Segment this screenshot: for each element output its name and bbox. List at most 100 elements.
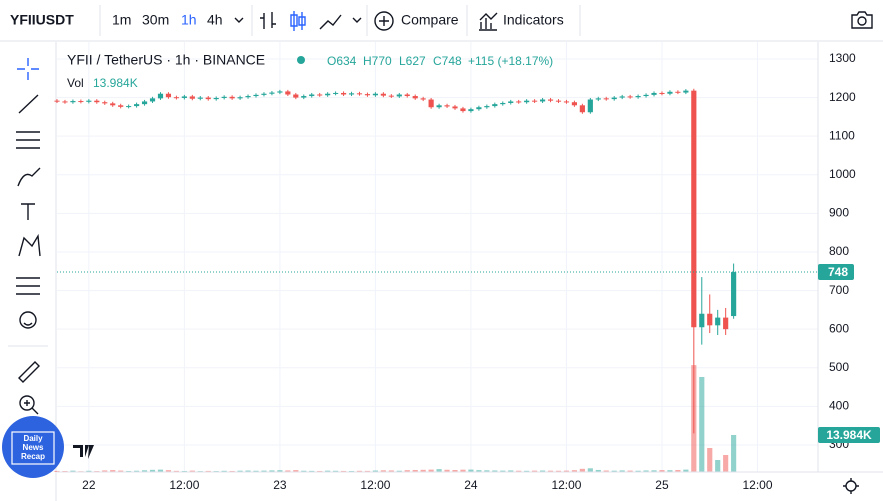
volume-bar [277,470,283,472]
volume-bar [699,377,705,472]
candle-body [571,102,578,106]
candle-body [173,97,179,99]
top-toolbar: YFIIUSDT 1m 30m 1h 4h Compare Indicators [0,5,883,42]
candle-body [364,94,371,96]
candle-body [691,90,697,328]
candle-body [269,92,275,94]
status-dot [297,56,305,64]
interval[interactable]: 1h [181,12,197,28]
x-tick-label: 22 [82,478,96,492]
volume-bar [468,469,474,472]
volume-bar [404,470,410,472]
candle-body [444,105,450,107]
candle-body [86,100,92,102]
volume-bar [205,470,211,472]
compare-icon[interactable] [374,11,394,31]
volume-bar [555,470,562,472]
y-tick-label: 1300 [829,51,856,65]
area-icon[interactable] [319,14,342,30]
candle-body [420,98,426,100]
interval[interactable]: 1m [112,12,131,28]
volume-bar [420,469,426,472]
candle-body [595,98,601,100]
x-tick-label: 12:00 [360,478,390,492]
zoom-tool[interactable] [19,395,35,411]
candle-body [396,94,402,97]
x-tick-label: 12:00 [742,478,772,492]
candle-body [157,93,164,99]
volume-bar [86,470,92,472]
volume-bar [651,470,657,472]
candle-body [412,96,418,99]
candle-body [715,317,721,326]
volume-bar [667,470,673,472]
candle-body [436,105,442,108]
volume-bar [723,455,729,472]
emoji-tool[interactable] [19,311,37,329]
compare-icon[interactable] [379,16,389,26]
volume-bar [643,470,649,472]
volume-bar [444,469,450,472]
interval[interactable]: 30m [142,12,169,28]
dropdown[interactable] [234,17,244,23]
volume-bar [269,470,275,472]
badge-text: News [23,443,44,452]
volume-title: Vol [67,76,84,90]
y-tick-label: 1200 [829,90,856,104]
text-tool[interactable] [21,203,35,220]
y-tick-label: 800 [829,244,849,258]
volume-bar [619,470,625,472]
legend: YFII / TetherUS · 1h · BINANCE O634 H770… [67,52,553,90]
volume-bar [237,470,243,472]
prediction-tool[interactable] [16,277,40,295]
candle-body [301,96,307,98]
bars-icon[interactable] [260,12,276,29]
candle-body [213,97,219,100]
candle-body [627,96,633,98]
candle-body [707,313,713,326]
indicators[interactable]: Indicators [503,12,564,28]
candles-icon[interactable] [290,11,306,31]
brush-tool[interactable] [17,167,41,187]
tv-logo [73,445,94,459]
x-tick-label: 12:00 [551,478,581,492]
crosshair-tool[interactable] [17,58,39,80]
volume-bar [532,470,538,472]
price-tag [818,264,854,281]
indicators-icon[interactable] [479,12,498,31]
x-tick-label: 12:00 [169,478,199,492]
left-toolbar [8,42,57,501]
candle-body [134,104,140,107]
symbol[interactable]: YFIIUSDT [10,12,74,28]
candle-body [253,94,259,97]
ruler-tool[interactable] [18,361,40,383]
change: +115 (+18.17%) [468,54,553,68]
volume-bar [134,470,140,472]
ohlc-high: H770 [363,54,392,68]
volume-tag [818,426,880,443]
y-tick-label: 1000 [829,167,856,181]
pattern-tool[interactable] [18,233,41,257]
ohlc-close: C748 [433,54,462,68]
fib-tool[interactable] [16,131,40,149]
news-badge[interactable]: Daily News Recap [2,416,64,478]
dropdown[interactable] [352,17,362,23]
candle-body [484,106,490,108]
volume-bar [412,469,418,472]
candle-body [563,101,570,103]
volume-bar [54,470,60,472]
compare[interactable]: Compare [401,12,459,28]
ohlc-low: L627 [399,54,426,68]
trend-line-tool[interactable] [18,94,39,114]
camera-icon[interactable] [851,11,873,29]
volume-value: 13.984K [93,76,138,90]
volume-bar [659,470,665,472]
interval[interactable]: 4h [207,12,223,28]
candle-body [723,317,729,330]
volume-bar [348,470,355,472]
volume-tag-label: 13.984K [826,428,872,442]
volume-bar [500,470,506,472]
symbol-title: YFII / TetherUS · 1h · BINANCE [67,52,265,68]
candle-body [635,96,641,98]
